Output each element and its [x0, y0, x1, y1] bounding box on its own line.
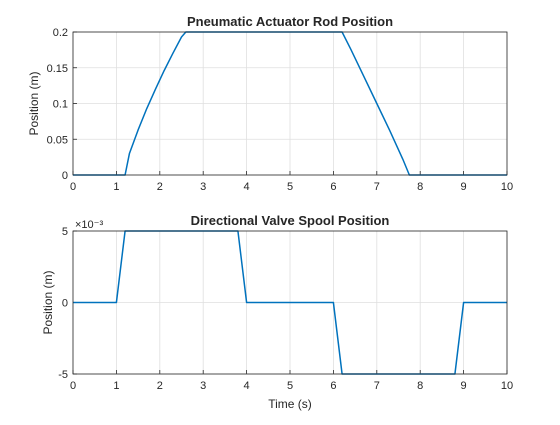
x-tick-label: 7	[374, 380, 380, 392]
y-axis-label: Position (m)	[41, 270, 55, 334]
series-line	[73, 31, 507, 176]
axes-box	[72, 230, 508, 375]
x-tick-label: 7	[374, 181, 380, 193]
y-tick-label: 0	[62, 298, 68, 310]
x-tick-label: 4	[244, 380, 250, 392]
y-axis-label: Position (m)	[27, 71, 41, 135]
x-tick-label: 9	[461, 181, 467, 193]
x-tick-label: 0	[70, 380, 76, 392]
x-axis-label: Time (s)	[268, 397, 312, 411]
y-tick-labels: 0 0.05 0.1 0.15 0.2	[47, 27, 68, 182]
series	[73, 31, 507, 176]
x-tick-label: 0	[70, 181, 76, 193]
x-tick-label: 4	[244, 181, 250, 193]
y-tick-label: 5	[62, 226, 68, 238]
x-tick-label: 6	[330, 181, 336, 193]
x-tick-label: 10	[501, 380, 513, 392]
y-tick-label: 0.2	[53, 27, 68, 39]
x-tick-label: 8	[417, 181, 423, 193]
x-tick-label: 2	[157, 380, 163, 392]
y-tick-labels: -5 0 5	[58, 226, 68, 381]
x-tick-label: 3	[200, 380, 206, 392]
x-tick-label: 6	[330, 380, 336, 392]
x-tick-labels: 0 1 2 3 4 5 6 7 8 9 10	[70, 380, 513, 392]
y-tick-label: 0.15	[47, 63, 68, 75]
x-tick-label: 5	[287, 181, 293, 193]
x-tick-label: 3	[200, 181, 206, 193]
axes-box	[72, 31, 508, 176]
x-tick-label: 2	[157, 181, 163, 193]
series	[73, 230, 507, 375]
x-tick-label: 5	[287, 380, 293, 392]
y-tick-label: 0.05	[47, 134, 68, 146]
y-exponent-label: ×10⁻³	[75, 219, 103, 231]
chart-title: Pneumatic Actuator Rod Position	[187, 14, 393, 29]
x-tick-label: 1	[113, 181, 119, 193]
x-tick-label: 10	[501, 181, 513, 193]
x-tick-label: 1	[113, 380, 119, 392]
y-tick-label: -5	[58, 369, 68, 381]
y-tick-label: 0.1	[53, 99, 68, 111]
x-tick-label: 9	[461, 380, 467, 392]
x-tick-label: 8	[417, 380, 423, 392]
spool-position-plot: 0 1 2 3 4 5 6 7 8 9 10 -505 Directional Valve Spoo…	[41, 213, 513, 411]
series-line	[73, 230, 507, 375]
y-tick-label: 0	[62, 170, 68, 182]
x-tick-labels: 0 1 2 3 4 5 6 7 8 9 10	[70, 181, 513, 193]
rod-position-plot: 0 1 2 3 4 5 6 7 8 9 10 0 0.05 0.1 0.15 0.2 Pneumatic A…	[27, 14, 513, 193]
chart-title: Directional Valve Spool Position	[191, 213, 390, 228]
